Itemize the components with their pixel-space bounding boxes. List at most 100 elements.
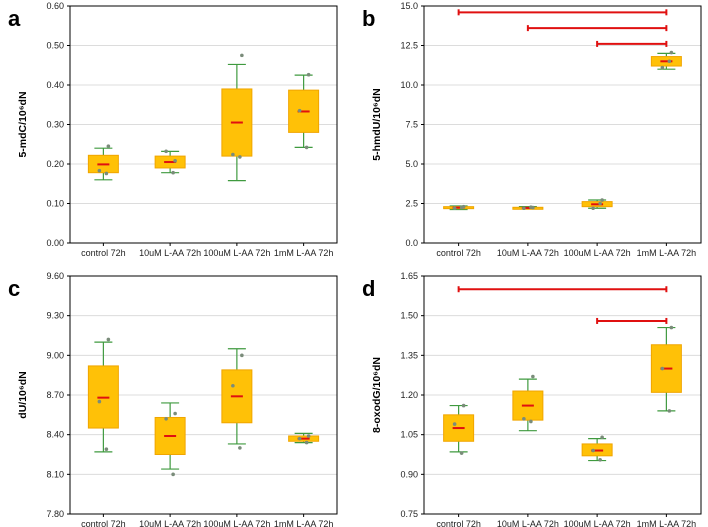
data-point [171, 170, 175, 175]
panel-letter: a [8, 6, 21, 31]
y-tick-label: 0.75 [400, 509, 418, 519]
data-point [591, 206, 595, 211]
y-tick-label: 1.50 [400, 311, 418, 321]
y-tick-label: 0.90 [400, 469, 418, 479]
data-point [660, 366, 665, 371]
data-point [598, 457, 602, 462]
y-axis-label: 5-mdC/10⁶dN [17, 91, 29, 157]
y-tick-label: 8.10 [46, 469, 64, 479]
x-tick-label: 100uM L-AA 72h [203, 248, 270, 258]
data-point [97, 399, 102, 404]
x-tick-label: control 72h [81, 248, 126, 258]
data-point [660, 65, 665, 70]
y-axis-label: dU/10⁶dN [17, 371, 29, 418]
data-point [106, 337, 111, 342]
iqr-box [288, 89, 320, 133]
y-tick-label: 0.10 [46, 199, 64, 209]
plot-frame [423, 5, 702, 244]
panel-b: b 0.0 2.5 5.0 7.5 10.0 12.5 15.0 5-hmdU/10⁶dN con… [362, 1, 702, 258]
plot-frame [69, 275, 338, 515]
panel-letter: b [362, 6, 375, 31]
x-tick-label: 1mM L-AA 72h [637, 519, 697, 527]
data-point [459, 451, 464, 455]
x-tick-label: 100uM L-AA 72h [564, 519, 631, 527]
panel-a: a 0.00 0.10 0.20 0.30 0.40 0.50 0.60 5-mdC/10⁶dN… [8, 1, 338, 258]
x-tick-label: control 72h [436, 248, 481, 258]
box-group [650, 50, 682, 70]
data-point [297, 108, 302, 113]
box-group [581, 435, 613, 462]
y-tick-label: 10.0 [400, 80, 418, 90]
data-point [452, 422, 457, 426]
data-point [171, 472, 175, 477]
y-axis-label: 5-hmdU/10⁶dN [371, 88, 383, 161]
box-group [443, 403, 475, 455]
y-tick-label: 1.20 [400, 390, 418, 400]
y-tick-label: 12.5 [400, 41, 418, 51]
box-group [512, 374, 544, 432]
data-point [531, 374, 535, 379]
x-tick-label: 1mM L-AA 72h [274, 248, 334, 258]
data-point [667, 59, 672, 64]
data-point [297, 436, 302, 441]
box-group [650, 325, 682, 413]
y-tick-label: 9.60 [46, 271, 64, 281]
box-group [288, 432, 320, 445]
significance-bar [457, 286, 668, 293]
x-tick-label: 10uM L-AA 72h [497, 519, 559, 527]
data-point [529, 205, 533, 209]
panel-c: c 7.80 8.10 8.40 8.70 9.00 9.30 9.60 dU/10⁶dN con… [8, 271, 338, 527]
y-tick-label: 7.80 [46, 509, 64, 519]
box-group [288, 72, 320, 150]
data-point [240, 53, 244, 58]
y-tick-label: 15.0 [400, 1, 418, 11]
y-tick-label: 2.5 [405, 199, 418, 209]
data-point [522, 417, 526, 421]
data-point [306, 434, 311, 438]
panel-letter: c [8, 276, 20, 301]
data-point [304, 145, 309, 150]
y-tick-label: 0.20 [46, 159, 64, 169]
y-tick-label: 0.30 [46, 120, 64, 130]
data-point [106, 144, 111, 149]
box-group [154, 402, 186, 477]
x-tick-label: control 72h [81, 519, 126, 527]
y-tick-label: 1.05 [400, 430, 418, 440]
data-point [104, 447, 109, 452]
data-point [459, 205, 464, 210]
x-tick-label: 10uM L-AA 72h [497, 248, 559, 258]
box-group [512, 205, 544, 211]
x-tick-label: 100uM L-AA 72h [564, 248, 631, 258]
data-point [600, 198, 604, 202]
y-tick-label: 1.35 [400, 350, 418, 360]
x-tick-label: control 72h [436, 519, 481, 527]
y-tick-label: 8.70 [46, 390, 64, 400]
iqr-box [87, 365, 119, 429]
y-tick-label: 9.30 [46, 311, 64, 321]
data-point [238, 155, 242, 159]
y-tick-label: 8.40 [46, 430, 64, 440]
data-point [669, 325, 674, 330]
box-group [87, 337, 119, 453]
x-tick-label: 100uM L-AA 72h [203, 519, 270, 527]
data-point [240, 353, 244, 358]
significance-bar [596, 317, 668, 324]
panel-letter: d [362, 276, 375, 301]
box-group [221, 348, 253, 450]
data-point [452, 206, 457, 211]
data-point [164, 417, 168, 421]
data-point [173, 159, 177, 163]
data-point [600, 435, 604, 440]
data-point [173, 411, 177, 416]
significance-bar [457, 9, 668, 16]
data-point [598, 201, 602, 206]
data-point [231, 152, 235, 157]
data-point [529, 419, 533, 424]
data-point [231, 383, 235, 388]
box-group [154, 149, 186, 175]
box-group [87, 144, 119, 181]
data-point [522, 206, 526, 211]
data-point [238, 446, 242, 450]
box-group [581, 198, 613, 211]
